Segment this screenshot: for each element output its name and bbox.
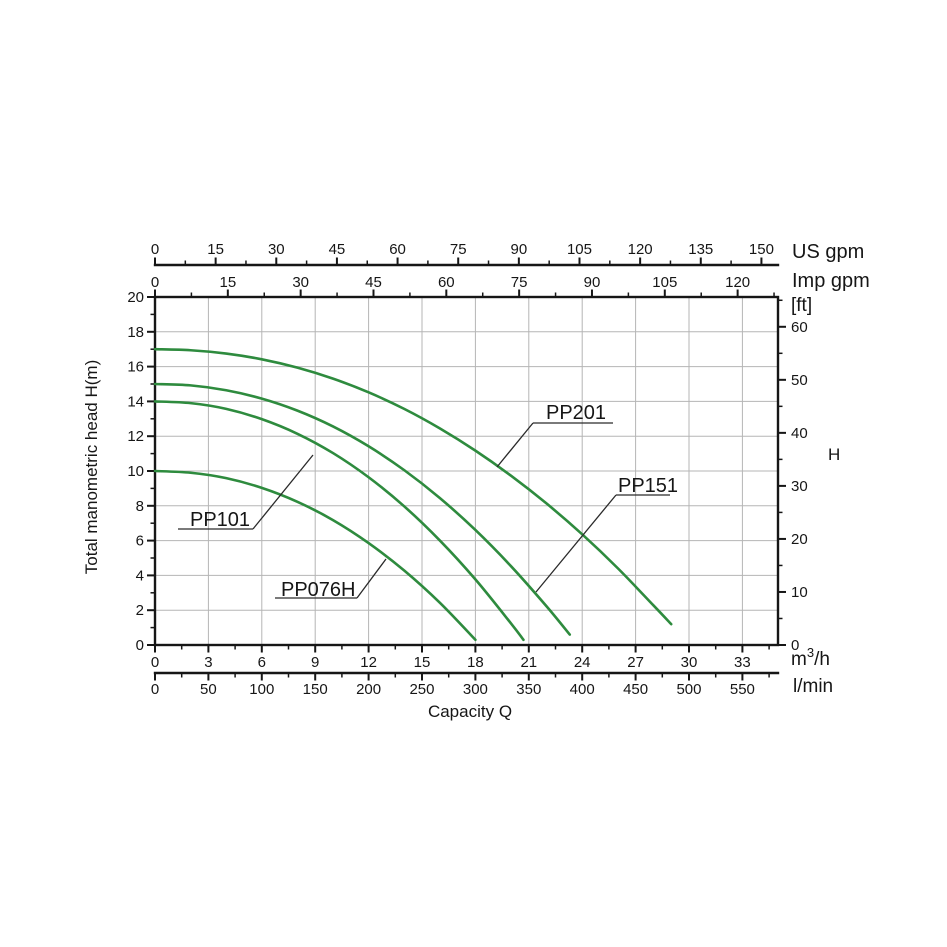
axis-lmin-tick-label: 250 (409, 681, 434, 698)
axis-head-m-tick-label: 18 (127, 324, 144, 341)
lmin-unit-label: l/min (793, 676, 833, 697)
axis-lmin-tick-label: 100 (249, 681, 274, 698)
axis-us-gpm-tick-label: 150 (749, 241, 774, 258)
axis-us-gpm-tick-label: 60 (389, 241, 406, 258)
axis-head-m: 0 2 4 6 8 10 12 14 16 18 20 (127, 289, 155, 654)
curve-annotations: PP201 PP151 PP101 PP076H (178, 402, 678, 601)
axis-lmin-tick-label: 400 (570, 681, 595, 698)
axis-us-gpm-tick-label: 45 (329, 241, 346, 258)
axis-lmin-tick-label: 0 (151, 681, 159, 698)
axis-us-gpm-tick-label: 75 (450, 241, 467, 258)
m3h-unit-label: m3/h (791, 645, 830, 670)
annotation-PP076H: PP076H (275, 558, 387, 601)
curve-PP101 (153, 400, 525, 642)
axis-us-gpm-tick-label: 15 (207, 241, 224, 258)
right-axis-h-label: H (828, 445, 840, 464)
annotation-PP151: PP151 (535, 475, 678, 593)
axis-m3h-tick-label: 18 (467, 654, 484, 671)
axis-us-gpm-tick-label: 0 (151, 241, 159, 258)
axis-m3h-tick-label: 0 (151, 654, 159, 671)
curve-PP201 (153, 347, 673, 626)
axis-head-m-tick-label: 20 (127, 289, 144, 306)
axis-head-ft-tick-label: 30 (791, 478, 808, 495)
axis-head-ft-tick-label: 60 (791, 319, 808, 336)
axis-lmin-tick-label: 350 (516, 681, 541, 698)
axis-head-m-tick-label: 12 (127, 428, 144, 445)
axis-head-ft-tick-label: 20 (791, 531, 808, 548)
axis-head-ft-tick-label: 50 (791, 372, 808, 389)
axis-lmin-tick-label: 300 (463, 681, 488, 698)
curve-label-PP076H: PP076H (281, 579, 356, 601)
annotation-PP101: PP101 (178, 454, 314, 531)
axis-us-gpm-tick-label: 30 (268, 241, 285, 258)
ft-unit-label: [ft] (791, 295, 812, 316)
line (356, 558, 387, 599)
axis-us-gpm-tick-label: 90 (511, 241, 528, 258)
axis-m3h-tick-label: 12 (360, 654, 377, 671)
axis-us-gpm-tick-label: 105 (567, 241, 592, 258)
axis-imp-gpm: 0 15 30 45 60 75 90 105 120 (151, 274, 775, 297)
axis-head-m-tick-label: 8 (136, 498, 144, 515)
axis-us-gpm-tick-label: 120 (628, 241, 653, 258)
axis-imp-gpm-tick-label: 75 (511, 274, 528, 291)
axis-us-gpm-tick-label: 135 (688, 241, 713, 258)
curve-label-PP201: PP201 (546, 402, 606, 424)
axis-lmin-tick-label: 50 (200, 681, 217, 698)
curve-label-PP151: PP151 (618, 475, 678, 497)
axis-imp-gpm-tick-label: 15 (219, 274, 236, 291)
curve-PP076H (153, 469, 477, 642)
axis-us-gpm: 0 15 30 45 60 75 90 105 120 135 150 (151, 241, 780, 267)
axis-imp-gpm-tick-label: 120 (725, 274, 750, 291)
axis-lmin-tick-label: 450 (623, 681, 648, 698)
axis-imp-gpm-tick-label: 45 (365, 274, 382, 291)
axis-head-m-tick-label: 4 (136, 567, 144, 584)
axis-imp-gpm-tick-label: 105 (652, 274, 677, 291)
us-gpm-unit-label: US gpm (792, 241, 864, 263)
axis-head-ft: 0 10 20 30 40 50 60 (778, 299, 808, 654)
axis-head-m-tick-label: 0 (136, 637, 144, 654)
axis-lmin: 0 50 100 150 200 250 300 350 400 450 500 550 (151, 671, 780, 698)
gridlines (155, 297, 778, 645)
axis-m3h-tick-label: 27 (627, 654, 644, 671)
axis-imp-gpm-tick-label: 60 (438, 274, 455, 291)
axis-lmin-tick-label: 550 (730, 681, 755, 698)
annotation-PP201: PP201 (496, 402, 613, 468)
axis-m3h-tick-label: 30 (681, 654, 698, 671)
axis-m3h-tick-label: 33 (734, 654, 751, 671)
axis-imp-gpm-tick-label: 0 (151, 274, 159, 291)
line (496, 422, 534, 468)
axis-m3h-tick-label: 6 (258, 654, 266, 671)
axis-head-m-tick-label: 6 (136, 533, 144, 550)
axis-m3h-tick-label: 24 (574, 654, 591, 671)
axis-unit-labels: US gpm Imp gpm [ft] m3/h l/min H Capacity Q Tot… (82, 241, 870, 721)
axis-head-m-tick-label: 10 (127, 463, 144, 480)
imp-gpm-unit-label: Imp gpm (792, 270, 870, 292)
axis-head-m-tick-label: 16 (127, 359, 144, 376)
pump-curves (153, 347, 673, 642)
y-axis-title: Total manometric head H(m) (82, 360, 101, 574)
axis-head-ft-tick-label: 10 (791, 584, 808, 601)
axis-head-m-tick-label: 2 (136, 602, 144, 619)
axis-m3h-tick-label: 21 (520, 654, 537, 671)
axis-m3h-tick-label: 15 (414, 654, 431, 671)
axis-m3h-tick-label: 9 (311, 654, 319, 671)
axis-imp-gpm-tick-label: 30 (292, 274, 309, 291)
axis-lmin-tick-label: 200 (356, 681, 381, 698)
line (535, 494, 617, 593)
axis-lmin-tick-label: 500 (676, 681, 701, 698)
axis-head-m-tick-label: 14 (127, 393, 144, 410)
axis-head-ft-tick-label: 40 (791, 425, 808, 442)
axis-m3h-tick-label: 3 (204, 654, 212, 671)
curve-PP151 (153, 382, 572, 636)
curve-label-PP101: PP101 (190, 509, 250, 531)
axis-m3h: 0 3 6 9 12 15 18 21 24 27 30 33 (151, 645, 770, 671)
axis-imp-gpm-tick-label: 90 (584, 274, 601, 291)
axis-head-ft-tick-label: 0 (791, 637, 799, 654)
x-axis-title: Capacity Q (428, 702, 512, 721)
axis-lmin-tick-label: 150 (303, 681, 328, 698)
line (252, 454, 314, 530)
